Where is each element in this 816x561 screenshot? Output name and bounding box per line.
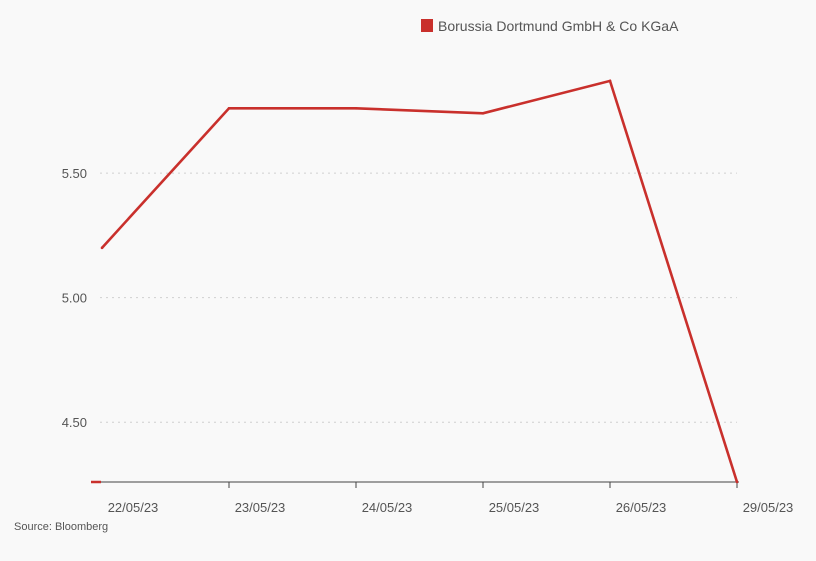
- y-tick-label: 4.50: [62, 415, 87, 430]
- x-tick-label: 23/05/23: [235, 500, 286, 515]
- y-tick-label: 5.00: [62, 291, 87, 306]
- legend-label: Borussia Dortmund GmbH & Co KGaA: [438, 18, 679, 34]
- series-line: [101, 79, 739, 483]
- x-tick-label: 25/05/23: [489, 500, 540, 515]
- data-point: [481, 111, 485, 115]
- data-point: [227, 107, 231, 110]
- gridlines: [100, 172, 737, 423]
- x-tick-label: 24/05/23: [362, 500, 413, 515]
- legend: Borussia Dortmund GmbH & Co KGaA: [421, 18, 679, 34]
- data-point: [735, 480, 739, 484]
- data-point: [608, 79, 612, 83]
- y-axis-ticks: 4.50 5.00 5.50: [62, 166, 87, 430]
- y-tick-label: 5.50: [62, 166, 87, 181]
- source-note: Source: Bloomberg: [14, 521, 108, 533]
- data-point: [100, 246, 104, 250]
- x-tick-label: 29/05/23: [743, 500, 794, 515]
- x-axis-ticks: 22/05/23 23/05/23 24/05/23 25/05/23 26/05/23…: [108, 482, 794, 515]
- legend-swatch: [421, 19, 433, 32]
- x-tick-label: 22/05/23: [108, 500, 159, 515]
- data-point: [354, 107, 358, 110]
- x-tick-label: 26/05/23: [616, 500, 667, 515]
- series-group: [100, 79, 739, 484]
